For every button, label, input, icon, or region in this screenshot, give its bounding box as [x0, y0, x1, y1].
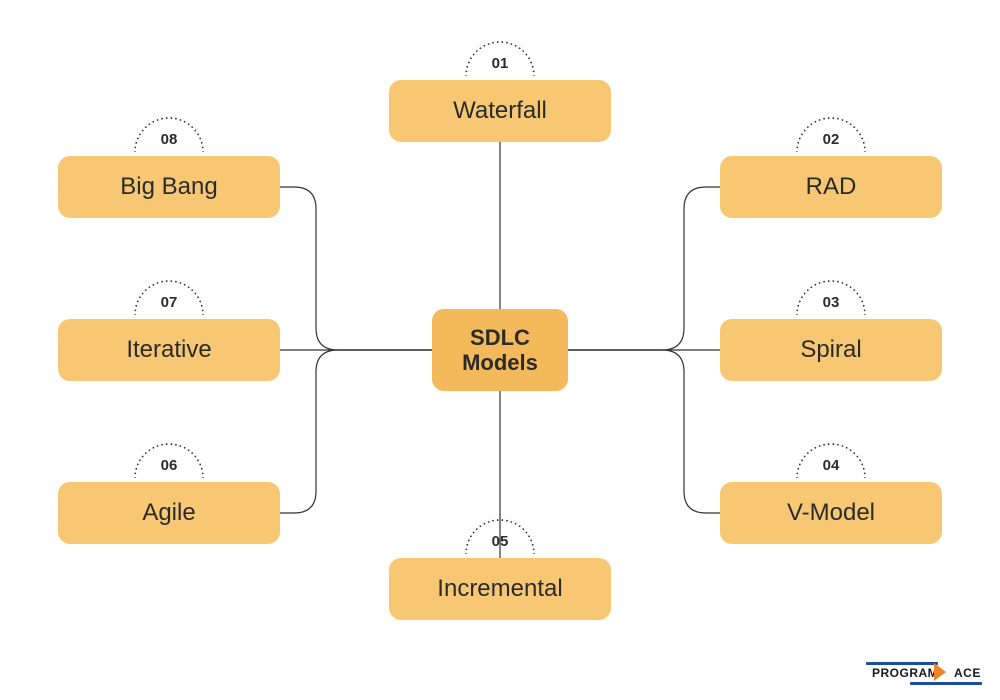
- model-node-label: Big Bang: [120, 173, 217, 201]
- model-node-rad: RAD: [720, 156, 942, 218]
- model-node-label: Spiral: [800, 336, 861, 364]
- center-node: SDLC Models: [432, 309, 568, 391]
- model-node-agile: Agile: [58, 482, 280, 544]
- model-number: 06: [161, 457, 178, 474]
- model-number-badge: 02: [795, 116, 867, 152]
- model-number: 03: [823, 294, 840, 311]
- model-node-label: Waterfall: [453, 97, 547, 125]
- watermark-bar-top: [866, 662, 938, 665]
- model-node-label: Iterative: [126, 336, 211, 364]
- model-number-badge: 06: [133, 442, 205, 478]
- watermark-text-left: PROGRAM: [872, 666, 938, 680]
- watermark-program-ace: PROGRAM ACE: [872, 658, 982, 686]
- model-node-waterfall: Waterfall: [389, 80, 611, 142]
- center-label-line2: Models: [462, 350, 538, 375]
- model-number: 02: [823, 131, 840, 148]
- model-number: 04: [823, 457, 840, 474]
- sdlc-models-diagram: SDLC Models PROGRAM ACE Waterfall 01 RAD 02…: [0, 0, 1000, 700]
- model-node-label: V-Model: [787, 499, 875, 527]
- model-number: 01: [492, 55, 509, 72]
- watermark-text-right: ACE: [954, 666, 981, 680]
- model-number: 07: [161, 294, 178, 311]
- center-label-line1: SDLC: [470, 325, 530, 350]
- watermark-bar-bottom: [910, 682, 982, 685]
- model-node-v-model: V-Model: [720, 482, 942, 544]
- watermark-chevron-icon: [934, 663, 946, 681]
- model-node-label: Incremental: [437, 575, 562, 603]
- model-node-big-bang: Big Bang: [58, 156, 280, 218]
- model-node-incremental: Incremental: [389, 558, 611, 620]
- model-node-spiral: Spiral: [720, 319, 942, 381]
- model-number: 08: [161, 131, 178, 148]
- model-number-badge: 01: [464, 40, 536, 76]
- model-number-badge: 03: [795, 279, 867, 315]
- model-node-label: Agile: [142, 499, 195, 527]
- model-number-badge: 05: [464, 518, 536, 554]
- model-number-badge: 04: [795, 442, 867, 478]
- model-number: 05: [492, 533, 509, 550]
- model-number-badge: 07: [133, 279, 205, 315]
- model-node-label: RAD: [806, 173, 857, 201]
- model-number-badge: 08: [133, 116, 205, 152]
- model-node-iterative: Iterative: [58, 319, 280, 381]
